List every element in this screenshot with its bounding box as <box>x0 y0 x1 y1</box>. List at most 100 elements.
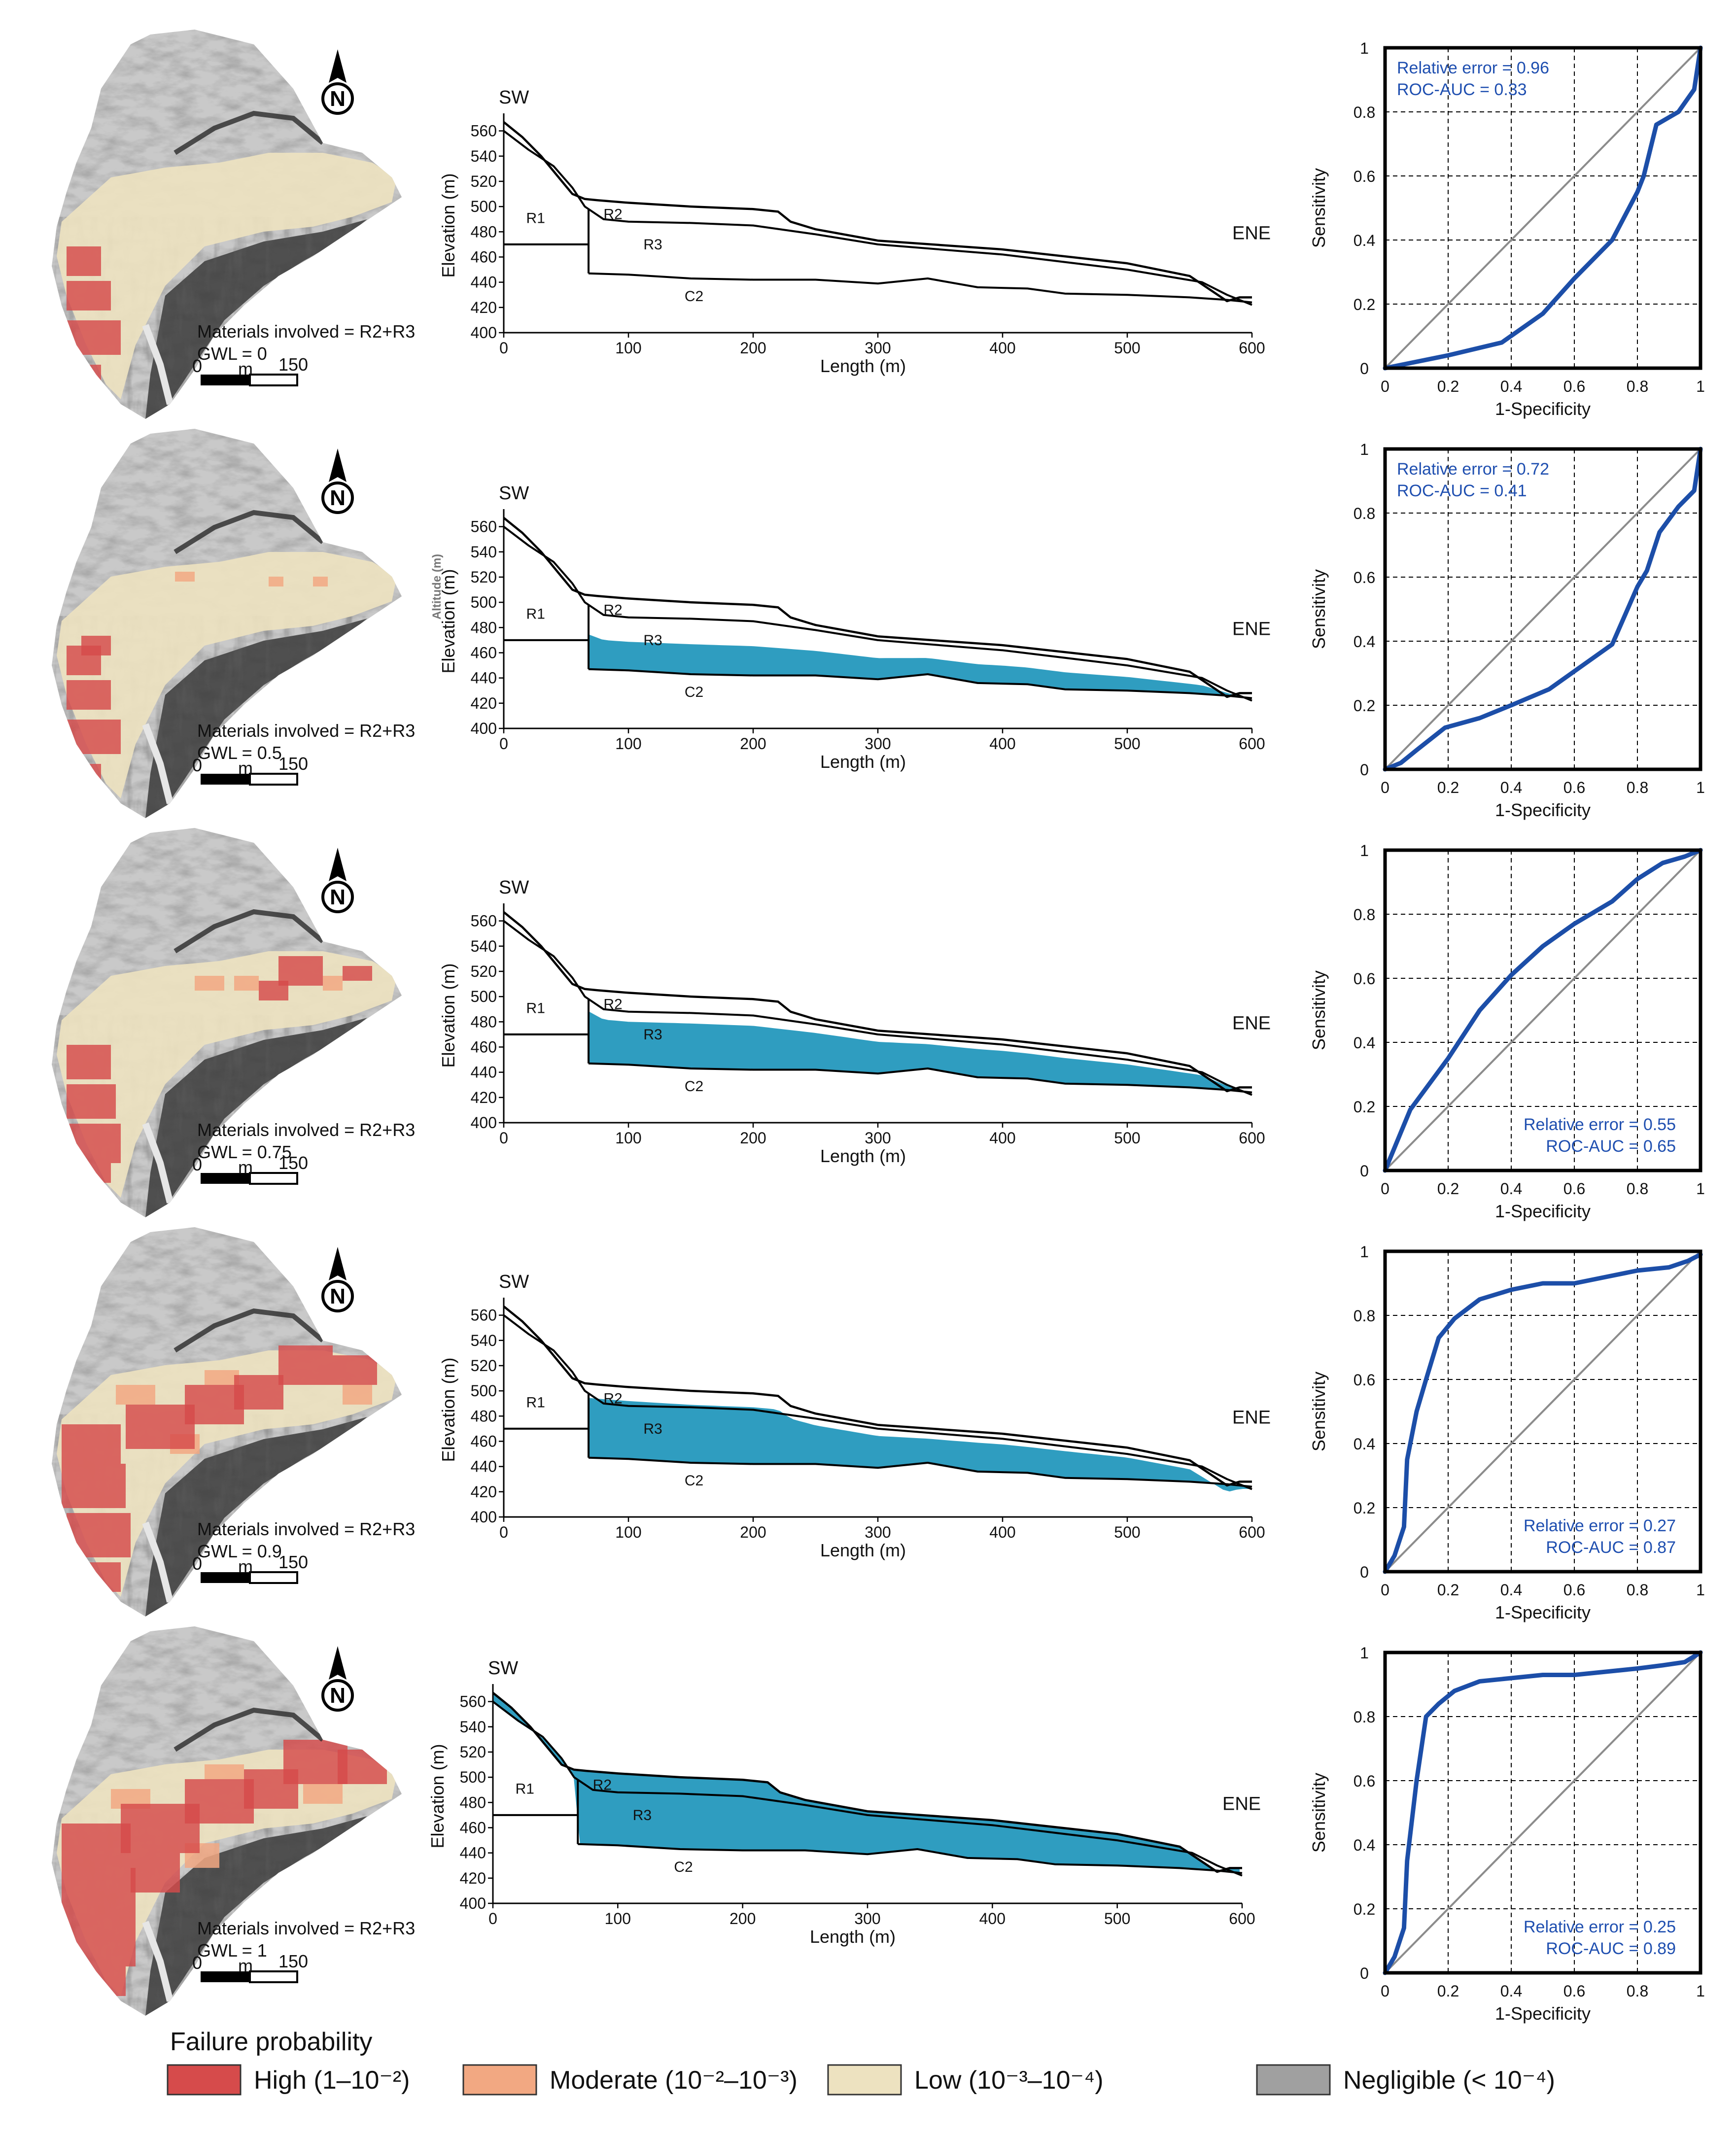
x-tick-label: 0.4 <box>1500 378 1522 395</box>
moderate-probability-cell <box>175 572 195 582</box>
unit-r3-label: R3 <box>643 1027 662 1043</box>
x-tick-label: 300 <box>865 1129 891 1147</box>
x-axis-title: Length (m) <box>820 752 906 772</box>
ene-label: ENE <box>1232 1013 1271 1034</box>
x-tick-label: 0.8 <box>1627 1982 1648 2000</box>
scale-unit-label: m <box>238 359 253 379</box>
scale-zero-label: 0 <box>192 1154 202 1174</box>
unit-r1-label: R1 <box>526 210 545 226</box>
map-surface <box>52 429 402 818</box>
gwl-label: GWL = 1 <box>197 1940 267 1961</box>
high-probability-cell <box>278 1345 333 1385</box>
x-tick-label: 300 <box>865 1523 891 1541</box>
y-tick-label: 0.8 <box>1354 505 1375 522</box>
x-tick-label: 200 <box>740 735 766 753</box>
gwl-label: GWL = 0.9 <box>197 1541 282 1561</box>
roc-panel-3: 0 0.2 0.4 0.6 0.8 1 0 0.2 0.4 0.6 0.8 1 1-Specificit… <box>1309 842 1705 1221</box>
x-tick-label: 0 <box>488 1910 497 1927</box>
x-tick-label: 400 <box>989 1129 1015 1147</box>
y-tick-label: 0.2 <box>1354 296 1375 313</box>
low-probability-zone <box>57 951 397 1198</box>
diagonal-reference-line <box>1384 1652 1701 1974</box>
road-line <box>142 1521 174 1603</box>
x-tick-label: 100 <box>615 339 641 357</box>
y-tick-label: 420 <box>471 694 497 712</box>
x-axis-title: Length (m) <box>810 1927 896 1947</box>
scale-zero-label: 0 <box>192 755 202 775</box>
r2-base-line <box>503 1314 1252 1490</box>
x-tick-label: 0 <box>1381 1180 1389 1198</box>
scale-max-label: 150 <box>278 354 308 375</box>
groundwater-fill <box>589 1398 1250 1492</box>
x-tick-label: 0 <box>1381 779 1389 796</box>
x-tick-label: 400 <box>979 1910 1006 1927</box>
north-arrow: N <box>321 448 354 514</box>
x-tick-label: 0.8 <box>1627 1180 1648 1198</box>
x-tick-label: 0.4 <box>1500 779 1522 796</box>
x-tick-label: 0 <box>499 1129 508 1147</box>
x-tick-label: 1 <box>1696 378 1705 395</box>
y-tick-label: 500 <box>471 988 497 1005</box>
high-probability-cell <box>76 1562 121 1592</box>
y-tick-label: 0.8 <box>1354 103 1375 121</box>
roc-curve-line <box>1383 1650 1703 1975</box>
high-probability-cell <box>67 720 121 754</box>
y-tick-label: 520 <box>460 1743 486 1761</box>
legend-swatch <box>167 2064 242 2096</box>
scale-unit-label: m <box>238 1157 253 1177</box>
river-channel <box>174 510 325 554</box>
roc-panel-5: 0 0.2 0.4 0.6 0.8 1 0 0.2 0.4 0.6 0.8 1 1-Specificit… <box>1309 1644 1705 2024</box>
x-tick-label: 100 <box>615 1523 641 1541</box>
high-probability-cell <box>67 281 111 310</box>
x-tick-label: 0.4 <box>1500 1180 1522 1198</box>
x-tick-label: 500 <box>1114 1523 1140 1541</box>
legend-title: Failure probability <box>170 2028 372 2056</box>
ene-label: ENE <box>1232 619 1271 640</box>
moderate-probability-cell <box>195 976 224 991</box>
y-tick-label: 500 <box>471 1382 497 1400</box>
scale-bar-black <box>201 1572 250 1583</box>
high-probability-cell <box>81 636 111 655</box>
unit-c2-label: C2 <box>685 1078 703 1095</box>
unit-c2-label: C2 <box>674 1859 693 1875</box>
ene-label: ENE <box>1222 1794 1261 1815</box>
roc-auc-label: ROC-AUC = 0.89 <box>1546 1939 1676 1958</box>
y-tick-label: 0 <box>1360 1162 1369 1180</box>
moderate-probability-cell <box>205 1370 239 1385</box>
x-tick-label: 0.6 <box>1563 1581 1585 1599</box>
y-tick-label: 540 <box>471 937 497 955</box>
r2-base-line <box>503 130 1252 306</box>
ground-surface-line <box>503 516 1252 698</box>
x-tick-label: 0.8 <box>1627 1581 1648 1599</box>
y-tick-label: 480 <box>471 1013 497 1031</box>
scale-bar-white <box>249 374 298 386</box>
scale-unit-label: m <box>238 1556 253 1577</box>
x-tick-label: 1 <box>1696 779 1705 796</box>
high-probability-cell <box>259 981 288 1000</box>
roc-auc-label: ROC-AUC = 0.87 <box>1546 1538 1676 1557</box>
roc-curve-line <box>1383 1252 1703 1574</box>
c2-top-line <box>578 1843 1243 1874</box>
x-axis-title: Length (m) <box>820 356 906 376</box>
x-tick-label: 0 <box>1381 1982 1389 2000</box>
roc-plot-frame <box>1383 447 1702 771</box>
y-tick-label: 0.2 <box>1354 1098 1375 1116</box>
scale-bar-black <box>201 774 250 785</box>
y-tick-label: 460 <box>471 248 497 266</box>
north-arrow-icon <box>329 1247 347 1280</box>
y-tick-label: 560 <box>471 122 497 140</box>
roc-auc-label: ROC-AUC = 0.41 <box>1397 482 1527 500</box>
moderate-probability-cell <box>269 577 283 586</box>
high-probability-cell <box>67 1045 111 1079</box>
c2-top-line <box>588 1456 1252 1488</box>
high-probability-cell <box>81 1966 126 1996</box>
x-tick-label: 0.4 <box>1500 1982 1522 2000</box>
x-tick-label: 0.6 <box>1563 779 1585 796</box>
y-tick-label: 520 <box>471 1357 497 1375</box>
relative-error-label: Relative error = 0.27 <box>1524 1516 1676 1535</box>
unit-r2-label: R2 <box>603 997 622 1013</box>
y-axis-title: Sensitivity <box>1309 168 1329 248</box>
